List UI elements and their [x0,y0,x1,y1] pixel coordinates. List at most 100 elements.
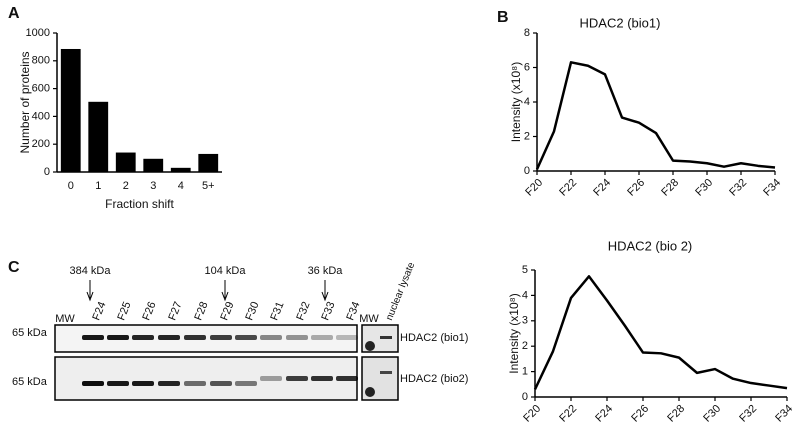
blot-band [107,335,129,340]
blot-band [210,381,232,386]
blot-marker [365,341,375,351]
bar [198,153,219,172]
chart-title: HDAC2 (bio1) [580,15,661,30]
x-tick-label: F34 [761,177,783,199]
marker-label: 104 kDa [205,265,247,277]
y-axis-label: Intensity (x10⁸) [507,293,521,373]
blot-band [235,381,257,386]
x-tick-label: F24 [593,403,615,425]
blot-band [260,335,282,340]
y-tick-label: 4 [524,96,530,108]
chart-title: HDAC2 (bio 2) [608,238,693,253]
y-tick-label: 600 [32,83,50,95]
x-tick-label: 1 [95,180,101,192]
x-tick-label: F22 [557,177,579,199]
x-axis-label: Fraction shift [105,197,174,211]
blot-band [132,381,154,386]
blot-marker [365,387,375,397]
panel-label: C [8,259,20,276]
blot-strip [54,324,358,353]
x-tick-label: F34 [773,403,795,425]
lane-label: F28 [192,300,210,322]
blot-band [107,381,129,386]
x-tick-label: 4 [178,180,184,192]
x-tick-label: 2 [123,180,129,192]
x-tick-label: F20 [523,177,545,199]
bar [170,167,191,172]
x-tick-label: F30 [701,403,723,425]
blot-band [311,376,333,381]
marker-label: 36 kDa [308,265,344,277]
blot-band [380,336,392,339]
blot-band [336,335,358,340]
y-tick-label: 2 [522,340,528,352]
x-tick-label: F26 [625,177,647,199]
lane-label: nuclear lysate [384,260,417,322]
y-tick-label: 8 [524,27,530,39]
x-tick-label: F28 [659,177,681,199]
blot-band [286,335,308,340]
x-tick-label: 0 [68,180,74,192]
blot-band [82,381,104,386]
y-tick-label: 0 [522,391,528,403]
y-tick-label: 2 [524,130,530,142]
blot-band [235,335,257,340]
lane-label: F29 [218,300,236,322]
x-tick-label: 5+ [202,180,215,192]
y-tick-label: 1 [522,366,528,378]
row-label: HDAC2 (bio2) [400,373,468,385]
size-label: 65 kDa [12,376,48,388]
x-tick-label: F30 [693,177,715,199]
y-tick-label: 5 [522,264,528,276]
lane-label: F24 [90,300,108,322]
x-tick-label: 3 [150,180,156,192]
x-tick-label: F22 [557,403,579,425]
bar [143,158,164,172]
bar [88,101,109,172]
blot-band [336,376,358,381]
y-tick-label: 4 [522,289,528,301]
blot-band [184,335,206,340]
y-axis-label: Number of proteins [18,51,32,153]
marker-label: 384 kDa [70,265,112,277]
y-tick-label: 3 [522,315,528,327]
lane-label: MW [359,313,379,325]
y-tick-label: 6 [524,61,530,73]
blot-band [82,335,104,340]
x-tick-label: F20 [521,403,543,425]
size-label: 65 kDa [12,327,48,339]
lane-label: F31 [268,300,286,322]
marker-arrowhead [321,291,329,302]
panel-label: B [497,9,509,26]
panel-label: A [8,5,20,22]
x-tick-label: F32 [727,177,749,199]
lane-label: F26 [140,300,158,322]
y-tick-label: 800 [32,55,50,67]
row-label: HDAC2 (bio1) [400,332,468,344]
y-axis-label: Intensity (x10⁸) [509,62,523,142]
x-tick-label: F24 [591,177,613,199]
x-tick-label: F26 [629,403,651,425]
line [535,61,776,170]
x-tick-label: F32 [737,403,759,425]
western-blot [54,324,399,401]
blot-band [184,381,206,386]
lane-label: MW [55,313,75,325]
blot-band [132,335,154,340]
lane-label: F33 [319,300,337,322]
lane-label: F30 [243,300,261,322]
y-tick-label: 400 [32,110,50,122]
blot-band [210,335,232,340]
y-tick-label: 1000 [26,27,50,39]
blot-band [260,376,282,381]
y-tick-label: 0 [524,165,530,177]
x-tick-label: F28 [665,403,687,425]
blot-band [158,381,180,386]
blot-band [286,376,308,381]
blot-band [311,335,333,340]
lane-label: F27 [166,300,184,322]
bar [115,152,136,172]
y-tick-label: 0 [44,166,50,178]
line [533,275,788,390]
